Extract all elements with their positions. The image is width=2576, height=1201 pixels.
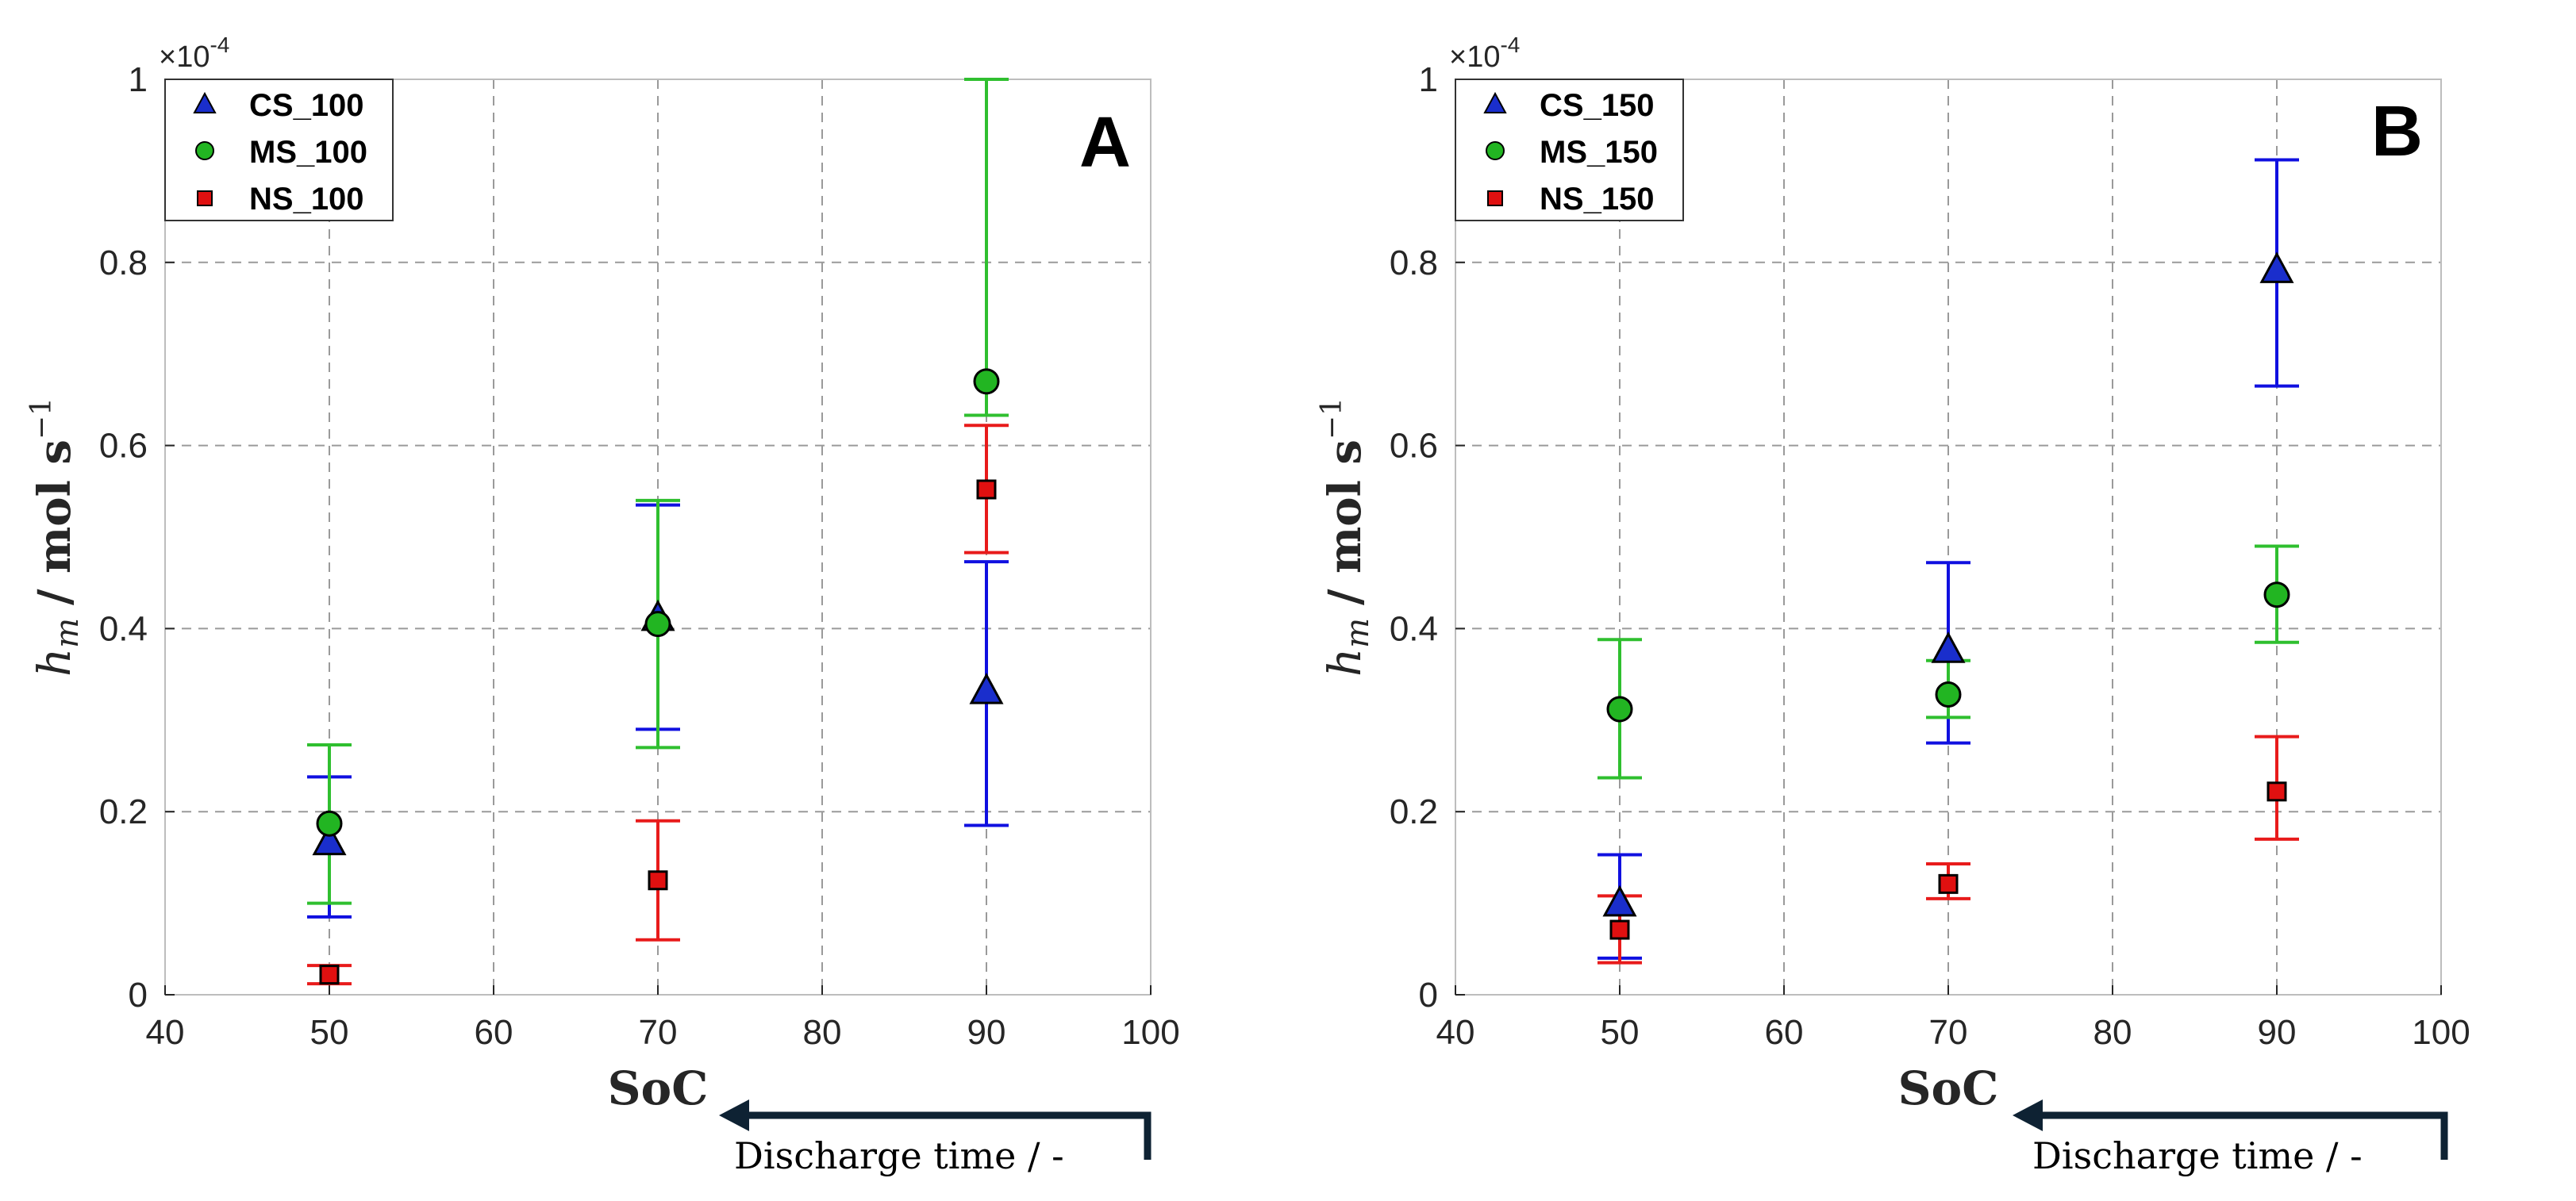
- y-tick-label: 0.2: [99, 792, 148, 831]
- x-tick-label: 100: [1121, 1013, 1179, 1052]
- x-tick-label: 50: [310, 1013, 349, 1052]
- panel-letter: A: [1079, 103, 1131, 182]
- legend-circle-icon: [1486, 141, 1505, 160]
- data-point-MS_150: [1935, 681, 1962, 708]
- arrow-label: Discharge time / -: [2032, 1134, 2363, 1177]
- y-axis-label: hm/ mol s−1: [1316, 397, 1376, 677]
- legend-label-ms: MS_150: [1540, 135, 1658, 170]
- panel-a: 40 50 60 70 80 90 100 0 0.2 0.4 0.6 0.8 1 ×10-4 SoC…: [25, 33, 1180, 1177]
- y-axis-ticks: 0 0.2 0.4 0.6 0.8 1: [1390, 60, 1465, 1015]
- data-point-CS_100: [969, 673, 1004, 704]
- legend-triangle-icon: [1483, 91, 1507, 113]
- legend-square-icon: [197, 190, 213, 206]
- x-tick-label: 80: [2093, 1013, 2132, 1052]
- panel-letter: B: [2371, 92, 2423, 171]
- x-tick-label: 70: [639, 1013, 678, 1052]
- x-tick-label: 40: [146, 1013, 185, 1052]
- x-tick-label: 40: [1436, 1013, 1475, 1052]
- legend-circle-icon: [195, 141, 214, 160]
- legend: CS_100 MS_100 NS_100: [164, 79, 394, 221]
- data-point-NS_100: [976, 479, 997, 500]
- x-tick-label: 50: [1601, 1013, 1640, 1052]
- x-tick-label: 60: [475, 1013, 513, 1052]
- data-point-MS_150: [1606, 696, 1633, 723]
- legend-label-ns: NS_100: [249, 182, 364, 217]
- x-tick-label: 90: [967, 1013, 1006, 1052]
- y-tick-label: 1: [1419, 60, 1438, 99]
- x-tick-label: 70: [1929, 1013, 1968, 1052]
- x-tick-label: 80: [803, 1013, 842, 1052]
- arrow-left-icon: [719, 1099, 749, 1131]
- arrow-left-icon: [2013, 1099, 2043, 1131]
- x-axis-ticks: 40 50 60 70 80 90 100: [146, 985, 1180, 1052]
- legend-label-ns: NS_150: [1540, 182, 1655, 217]
- data-point-MS_100: [973, 368, 1000, 395]
- x-tick-label: 100: [2412, 1013, 2470, 1052]
- y-tick-label: 0.8: [1390, 244, 1438, 282]
- data-point-NS_150: [1609, 919, 1630, 940]
- y-tick-label: 0.4: [99, 609, 148, 648]
- panel-b: 40 50 60 70 80 90 100 0 0.2 0.4 0.6 0.8 1 ×10-4 SoC…: [1316, 33, 2470, 1177]
- data-point-CS_150: [2259, 251, 2294, 283]
- y-tick-label: 0.8: [99, 244, 148, 282]
- x-tick-label: 90: [2258, 1013, 2297, 1052]
- data-point-NS_100: [319, 965, 340, 985]
- legend-label-cs: CS_100: [249, 88, 364, 123]
- data-point-MS_100: [316, 810, 343, 837]
- y-tick-label: 0: [1419, 976, 1438, 1015]
- arrow-label: Discharge time / -: [734, 1134, 1064, 1177]
- x-axis-ticks: 40 50 60 70 80 90 100: [1436, 985, 2470, 1052]
- data-point-NS_150: [2266, 781, 2287, 802]
- data-point-CS_100: [312, 823, 347, 856]
- data-point-CS_150: [1602, 884, 1637, 917]
- y-tick-label: 0.2: [1390, 792, 1438, 831]
- data-point-MS_150: [2263, 581, 2290, 608]
- data-point-NS_150: [1938, 873, 1959, 894]
- legend-label-cs: CS_150: [1540, 88, 1655, 123]
- discharge-arrow: Discharge time / -: [719, 1099, 1152, 1177]
- y-axis-ticks: 0 0.2 0.4 0.6 0.8 1: [99, 60, 175, 1015]
- x-axis-label: SoC: [1898, 1061, 1999, 1115]
- y-axis-label: hm/ mol s−1: [25, 397, 86, 677]
- legend-square-icon: [1487, 190, 1503, 206]
- data-point-MS_100: [644, 611, 671, 638]
- y-tick-label: 0: [129, 976, 148, 1015]
- data-point-NS_100: [648, 870, 668, 891]
- y-multiplier: ×10-4: [1449, 33, 1520, 74]
- y-tick-label: 0.6: [1390, 427, 1438, 466]
- y-tick-label: 0.4: [1390, 609, 1438, 648]
- legend: CS_150 MS_150 NS_150: [1455, 79, 1684, 221]
- legend-triangle-icon: [193, 91, 217, 113]
- x-tick-label: 60: [1765, 1013, 1804, 1052]
- discharge-arrow: Discharge time / -: [2013, 1099, 2448, 1177]
- x-axis-label: SoC: [608, 1061, 709, 1115]
- data-markers: [312, 368, 1004, 985]
- data-markers: [1602, 251, 2294, 940]
- y-tick-label: 0.6: [99, 427, 148, 466]
- data-point-CS_150: [1931, 631, 1966, 663]
- y-multiplier: ×10-4: [159, 33, 229, 74]
- legend-label-ms: MS_100: [249, 135, 367, 170]
- y-tick-label: 1: [129, 60, 148, 99]
